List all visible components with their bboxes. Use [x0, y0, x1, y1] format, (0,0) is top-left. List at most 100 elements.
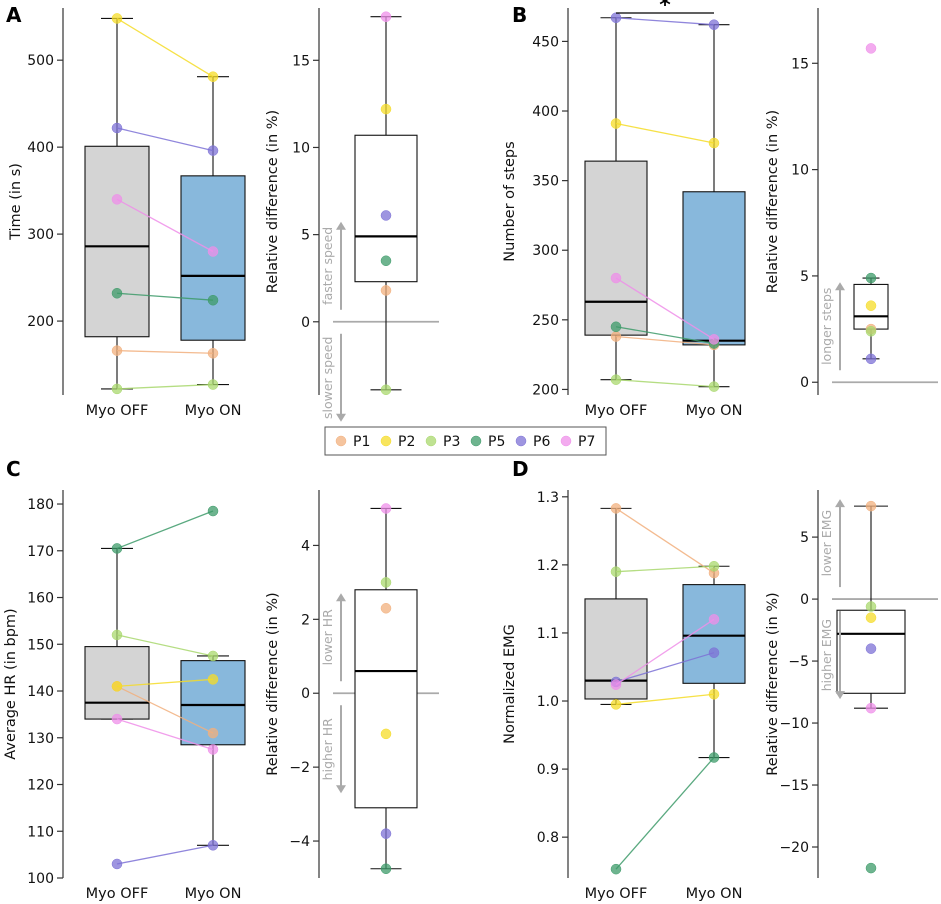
data-point — [111, 858, 123, 870]
y-tick-label: 300 — [532, 243, 559, 259]
legend-label: P1 — [353, 434, 370, 450]
y-tick-label: 5 — [800, 530, 809, 546]
legend-label: P6 — [533, 434, 550, 450]
box-iqr — [180, 175, 246, 341]
arrow-up-head — [336, 593, 346, 602]
panel-letters: A B C D — [6, 3, 529, 481]
subplot-c-paired: 100 110 120 130 140 150 160 170 180 Average HR (i… — [3, 490, 246, 902]
y-tick-label: 10 — [292, 140, 310, 156]
data-point-p3 — [865, 325, 877, 337]
box-iqr — [84, 145, 150, 338]
arrow-up-head — [336, 221, 346, 230]
series-p1 — [111, 345, 219, 359]
data-point — [610, 566, 622, 577]
series-line — [615, 507, 715, 574]
subplot-a-paired: 200 300 400 500 Time (in s) Myo OFF Myo ON — [8, 8, 246, 419]
y-tick-label: 500 — [27, 53, 54, 69]
data-point — [610, 503, 622, 514]
series-p6 — [111, 840, 219, 870]
legend-marker — [470, 435, 482, 447]
data-point — [610, 272, 622, 284]
y-tick-label: 15 — [791, 56, 809, 72]
annotation-down: higher HR — [320, 718, 335, 780]
data-point-p6 — [380, 828, 392, 839]
y-axis-label: Relative difference (in %) — [265, 592, 281, 775]
data-point-p5 — [380, 863, 392, 875]
series-line — [615, 757, 715, 870]
series-line — [615, 379, 715, 388]
series-line — [116, 292, 214, 301]
legend-item-p1: P1 — [335, 434, 370, 450]
series-line — [615, 335, 715, 346]
y-axis-label: Relative difference (in %) — [765, 592, 781, 775]
data-point-p7 — [380, 11, 392, 22]
significance-marker: * — [659, 0, 671, 18]
series-p6 — [610, 12, 720, 30]
subplot-b-relative: 0 5 10 15 Relative difference (in %) longer s… — [765, 8, 938, 395]
data-point — [111, 383, 123, 395]
data-point — [708, 688, 720, 700]
y-tick-label: 120 — [27, 778, 54, 794]
arrow-down-head — [336, 785, 346, 794]
series-p3 — [111, 379, 219, 395]
data-point — [610, 679, 622, 690]
y-tick-label: −10 — [779, 716, 809, 732]
box-iqr — [682, 191, 746, 346]
series-line — [615, 693, 715, 706]
series-p3 — [111, 629, 219, 662]
series-line — [615, 565, 715, 573]
data-point — [111, 287, 123, 299]
y-tick-label: 0.9 — [537, 762, 559, 778]
data-point — [708, 560, 720, 572]
data-point — [111, 681, 123, 692]
data-point — [111, 13, 123, 24]
series-line — [116, 634, 214, 657]
data-point — [610, 699, 622, 710]
data-point — [207, 294, 219, 306]
box-iqr — [682, 584, 746, 684]
series-line — [615, 652, 715, 683]
y-tick-label: 0 — [301, 686, 310, 702]
data-point-p3 — [380, 384, 392, 396]
y-tick-label: 1.0 — [537, 694, 559, 710]
y-tick-label: 5 — [800, 269, 809, 285]
y-tick-label: −20 — [779, 840, 809, 856]
box-myo-on — [682, 24, 746, 388]
data-point-p1 — [380, 602, 392, 614]
series-line — [116, 685, 214, 734]
y-tick-label: 100 — [27, 871, 54, 887]
data-point — [207, 674, 219, 685]
series-line — [116, 718, 214, 751]
arrow-up-head — [835, 499, 845, 508]
series-p5 — [111, 287, 219, 306]
legend-marker — [425, 435, 437, 447]
data-point-p1 — [380, 285, 392, 296]
panel-letter-a: A — [6, 3, 22, 27]
data-point — [207, 650, 219, 662]
series-p2 — [111, 674, 219, 692]
data-point-p7 — [865, 702, 877, 714]
data-point — [708, 752, 720, 763]
series-line — [116, 349, 214, 354]
panel-letter-c: C — [6, 457, 21, 481]
data-point — [610, 374, 622, 385]
legend-item-p7: P7 — [560, 434, 595, 450]
y-axis-label: Average HR (in bpm) — [3, 608, 19, 759]
series-line — [615, 17, 715, 26]
series-p7 — [610, 272, 720, 345]
data-point — [207, 505, 219, 517]
data-point — [207, 744, 219, 755]
series-line — [116, 127, 214, 152]
y-tick-label: −4 — [289, 834, 310, 850]
box-myo-on — [180, 76, 246, 386]
arrow-down-head — [835, 691, 845, 700]
data-point-p5 — [380, 255, 392, 267]
data-point-p2 — [865, 612, 877, 623]
box-iqr — [584, 160, 648, 336]
legend-frame — [324, 426, 607, 456]
box-relative — [354, 16, 418, 391]
legend-marker — [515, 435, 527, 447]
data-point — [111, 122, 123, 134]
series-line — [116, 17, 214, 78]
y-tick-label: 15 — [292, 53, 310, 69]
